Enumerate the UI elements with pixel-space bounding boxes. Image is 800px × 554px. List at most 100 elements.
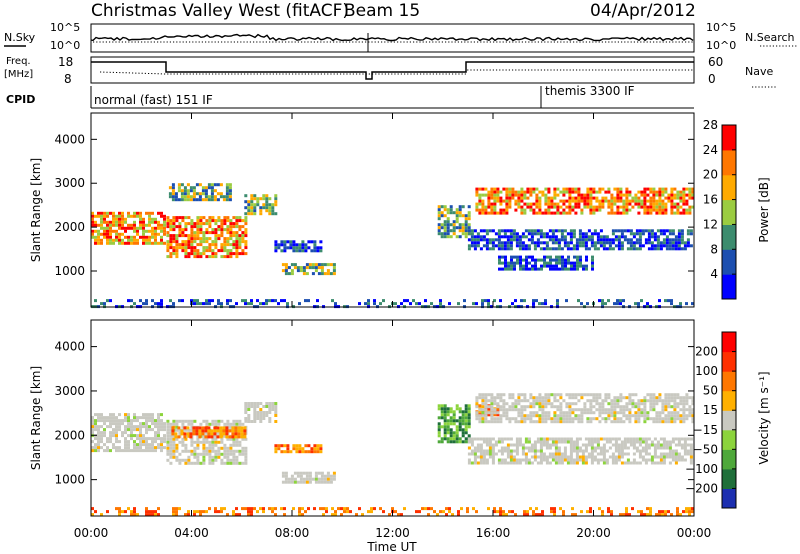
power-cell [517,202,521,206]
power-cell [201,186,205,190]
power-cell [589,205,593,209]
velocity-cell [148,428,151,432]
power-cell [679,193,683,197]
power-cell [437,208,441,212]
velocity-cell [127,449,130,453]
velocity-cell [235,458,239,462]
velocity-cell [643,411,647,415]
velocity-cell [674,461,678,465]
velocity-cell [262,405,266,408]
power-cell [464,229,468,233]
power-cell [455,208,459,212]
velocity-colorbar-tick-label: 15 [703,403,718,417]
power-cell [649,205,653,209]
velocity-cell [223,455,227,459]
velocity-cell [548,443,552,447]
velocity-data [91,393,695,517]
velocity-cell [685,510,688,514]
power-cell [559,211,563,215]
power-cell [284,272,288,276]
power-cell [655,190,659,194]
power-cell [163,220,166,224]
velocity-cell [652,396,656,400]
velocity-cell [467,452,471,456]
velocity-cell [491,449,495,453]
power-cell [250,302,253,306]
power-cell [658,199,662,203]
power-cell [241,234,245,238]
power-cell [196,249,200,253]
power-cell [628,208,632,212]
power-cell [311,263,315,267]
velocity-cell [157,446,160,450]
power-cell [172,228,176,232]
velocity-cell [589,402,593,406]
velocity-cell [259,411,263,414]
velocity-cell [670,414,674,418]
power-cell [314,263,318,267]
velocity-cell [520,399,524,403]
velocity-cell [635,437,639,441]
velocity-cell [229,461,233,465]
power-cell [247,203,251,207]
power-cell [145,299,148,303]
velocity-cell [475,399,479,403]
velocity-cell [157,419,160,423]
velocity-cell [442,510,445,514]
power-cell [314,266,318,270]
power-cell [501,261,504,265]
power-cell [643,196,647,200]
velocity-cell [458,407,462,411]
velocity-cell [145,513,148,517]
power-cell [550,202,554,206]
velocity-cell [124,425,127,429]
power-cell [181,299,184,303]
power-cell [151,211,154,215]
power-cell [118,241,121,245]
power-cell [109,241,112,245]
velocity-cell [439,510,442,514]
power-cell [145,211,148,215]
velocity-cell [211,440,215,444]
power-cell [638,244,642,248]
power-cell [274,240,278,244]
velocity-cell [115,449,118,453]
power-cell [499,196,503,200]
velocity-cell [541,411,545,415]
power-cell [183,189,187,193]
velocity-cell [596,461,600,465]
power-cell [568,202,572,206]
power-cell [296,266,300,270]
velocity-cell [452,434,456,438]
velocity-cell [493,408,497,412]
velocity-cell [616,417,620,421]
power-cell [536,229,540,233]
power-cell [178,222,182,226]
power-cell [208,222,212,226]
velocity-cell [659,452,663,456]
power-cell [544,196,548,200]
power-cell [601,199,605,203]
power-cell [626,241,630,245]
power-cell [544,302,547,306]
velocity-cell [284,480,288,484]
power-cell [217,249,221,253]
power-cell [670,202,674,206]
power-cell [652,202,656,206]
velocity-cell [331,507,334,511]
velocity-cell [235,440,239,444]
velocity-cell [572,458,576,462]
velocity-cell [524,452,528,456]
velocity-cell [247,510,250,514]
velocity-cell [284,471,288,475]
velocity-cell [262,510,265,514]
velocity-cell [478,408,482,412]
power-cell [575,238,579,242]
velocity-cell [464,404,468,408]
velocity-cell [100,425,103,429]
velocity-cell [220,461,224,465]
velocity-cell [514,408,518,412]
power-cell [658,196,662,200]
power-cell [199,228,203,232]
velocity-cell [467,419,471,423]
